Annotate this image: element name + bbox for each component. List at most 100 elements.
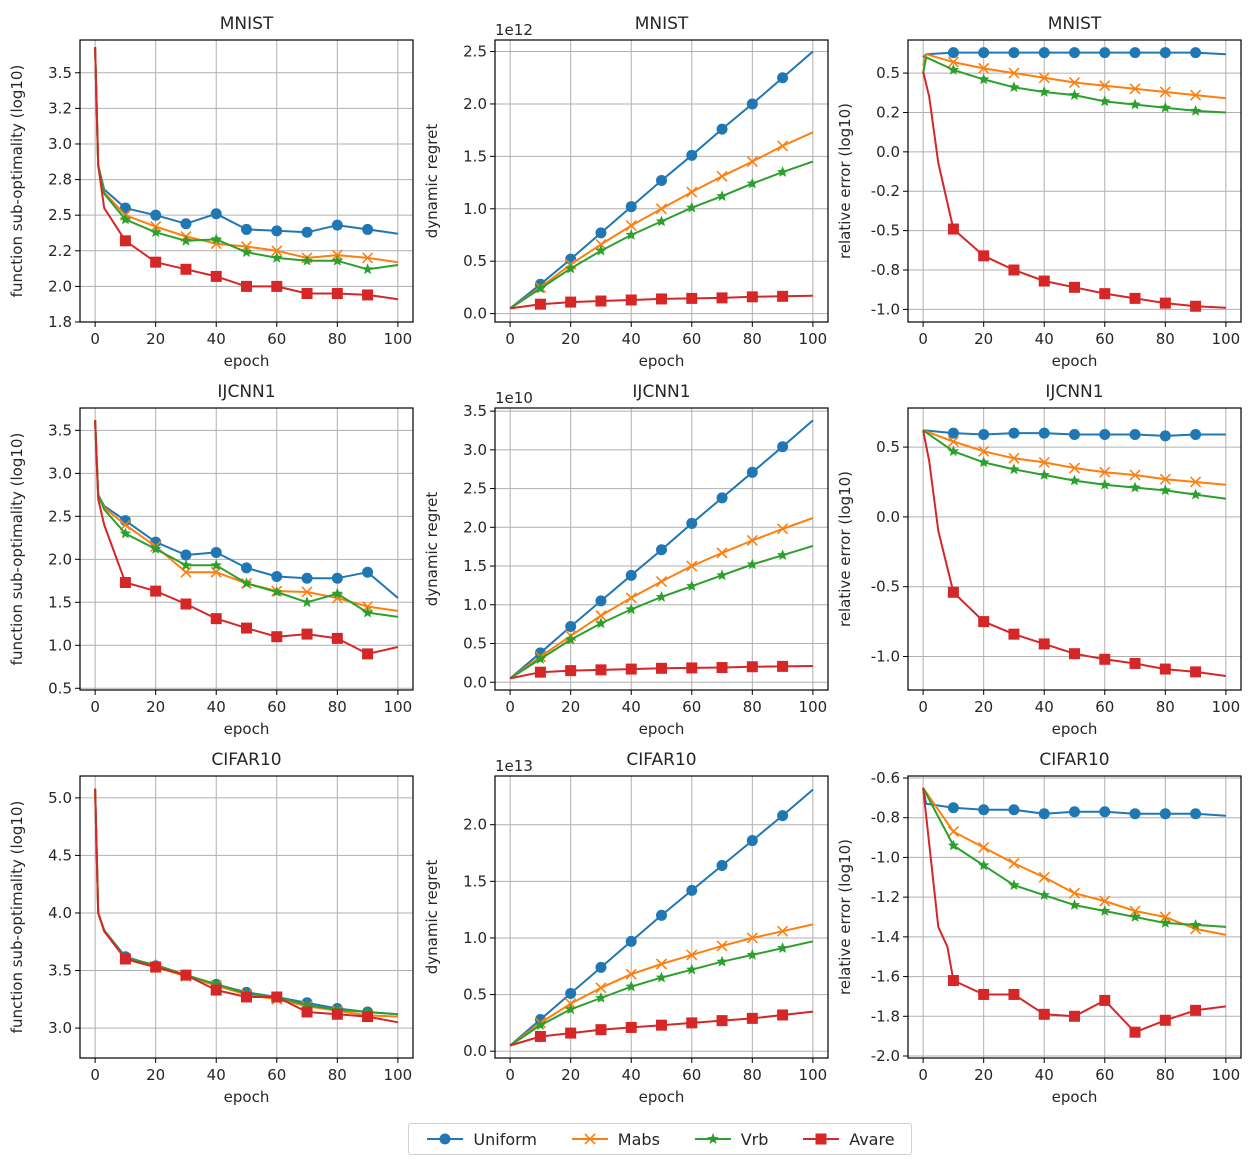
x-tick-label: 80 [743, 1066, 762, 1084]
data-point-vrb [1159, 101, 1171, 113]
y-tick-label: -0.6 [871, 769, 900, 787]
y-tick-label: 3.5 [48, 421, 72, 439]
x-tick-label: 60 [1095, 330, 1114, 348]
data-point-uniform [686, 517, 698, 529]
series-line-vrb [94, 47, 399, 271]
data-point-mabs [978, 445, 990, 457]
data-point-uniform [210, 208, 222, 220]
data-point-avare [362, 648, 374, 660]
y-tick-label: 1.0 [463, 596, 487, 614]
data-point-vrb [978, 859, 990, 871]
subplot: 0 20 40 60 80 100 -2.0 -1.8 -1.6 -1.4 -1.2 -1.0 -0.8… [836, 750, 1242, 1106]
data-point-vrb [947, 63, 960, 75]
data-point-avare [180, 969, 192, 981]
x-axis-label: epoch [639, 1088, 685, 1106]
data-point-vrb [1008, 879, 1020, 891]
data-point-mabs [947, 435, 959, 448]
data-point-avare [1069, 281, 1080, 293]
data-point-vrb [565, 633, 577, 645]
data-point-uniform [1099, 47, 1111, 59]
x-tick-label: 100 [384, 330, 413, 348]
legend-marker [815, 1133, 827, 1145]
data-point-vrb [1068, 899, 1081, 910]
data-point-uniform [331, 572, 343, 584]
data-point-avare [716, 292, 728, 304]
x-tick-label: 20 [974, 698, 993, 716]
axes-frame [907, 39, 1242, 323]
data-point-mabs [746, 932, 758, 944]
axes-frame [907, 407, 1242, 691]
data-point-uniform [777, 441, 789, 453]
x-tick-label: 20 [146, 698, 165, 716]
data-point-mabs [301, 586, 313, 598]
data-point-mabs [716, 547, 728, 559]
x-tick-label: 40 [207, 1066, 226, 1084]
data-point-avare [746, 661, 758, 673]
series-group [509, 788, 814, 1047]
data-point-mabs [595, 982, 607, 994]
y-tick-label: -1.8 [871, 1007, 900, 1025]
subplot: 0 20 40 60 80 100 0.0 0.5 1.0 1.5 2.0 2.5 3.0 3.5 IJCN… [423, 382, 829, 738]
x-tick-label: 0 [505, 330, 515, 348]
series-line-uniform [94, 47, 399, 235]
data-point-uniform [978, 47, 990, 59]
data-point-mabs [180, 566, 192, 578]
data-point-avare [210, 984, 222, 996]
data-point-uniform [150, 209, 162, 221]
y-tick-label: 0.2 [876, 103, 900, 121]
x-tick-label: 80 [328, 330, 347, 348]
x-tick-label: 60 [1095, 1066, 1114, 1084]
x-tick-label: 20 [146, 1066, 165, 1084]
data-point-vrb [716, 569, 728, 581]
data-point-uniform [947, 427, 959, 439]
data-point-uniform [1190, 808, 1202, 820]
data-point-vrb [1159, 917, 1171, 928]
y-tick-label: 2.0 [48, 277, 72, 295]
y-tick-label: 3.0 [48, 464, 72, 482]
x-tick-label: 60 [682, 1066, 701, 1084]
data-point-mabs [210, 566, 222, 578]
data-point-uniform [1008, 427, 1020, 439]
axes-frame [79, 775, 414, 1059]
data-point-avare [1099, 288, 1111, 300]
data-point-mabs [1038, 456, 1050, 469]
data-point-avare [716, 662, 728, 674]
data-point-uniform [1008, 47, 1020, 59]
data-point-vrb [625, 603, 637, 615]
data-point-avare [271, 280, 283, 292]
data-point-avare [241, 280, 252, 292]
data-point-avare [686, 1017, 698, 1029]
axis-offset-text: 1e13 [495, 757, 533, 775]
y-axis-label: relative error (log10) [836, 471, 854, 627]
data-point-vrb [776, 166, 789, 177]
subplot-title: MNIST [635, 14, 689, 34]
data-point-avare [978, 988, 990, 1000]
series-line-uniform [94, 788, 398, 1016]
y-tick-label: 1.0 [463, 929, 487, 947]
data-point-mabs [595, 238, 607, 250]
data-point-vrb [180, 559, 192, 571]
x-tick-label: 0 [90, 330, 100, 348]
legend-marker [707, 1133, 719, 1144]
data-point-mabs [777, 140, 789, 152]
y-axis-label: dynamic regret [423, 124, 441, 239]
data-point-vrb [361, 606, 374, 618]
data-point-vrb [686, 201, 698, 213]
data-point-mabs [655, 203, 668, 215]
legend-marker [584, 1133, 596, 1145]
data-point-avare [1069, 648, 1080, 660]
axes-frame [79, 39, 414, 323]
star-marker-icon [694, 1133, 731, 1144]
data-point-vrb [1008, 463, 1020, 475]
data-point-uniform [565, 987, 577, 999]
data-point-mabs [1008, 452, 1020, 464]
data-point-vrb [1129, 481, 1141, 493]
y-tick-label: 3.5 [463, 402, 487, 420]
data-point-vrb [361, 263, 374, 275]
data-point-vrb [240, 577, 253, 589]
y-tick-label: 0.0 [876, 508, 900, 526]
data-point-uniform [947, 802, 959, 814]
x-tick-label: 80 [1156, 330, 1175, 348]
data-point-vrb [210, 233, 222, 245]
legend-label: Avare [849, 1129, 895, 1149]
